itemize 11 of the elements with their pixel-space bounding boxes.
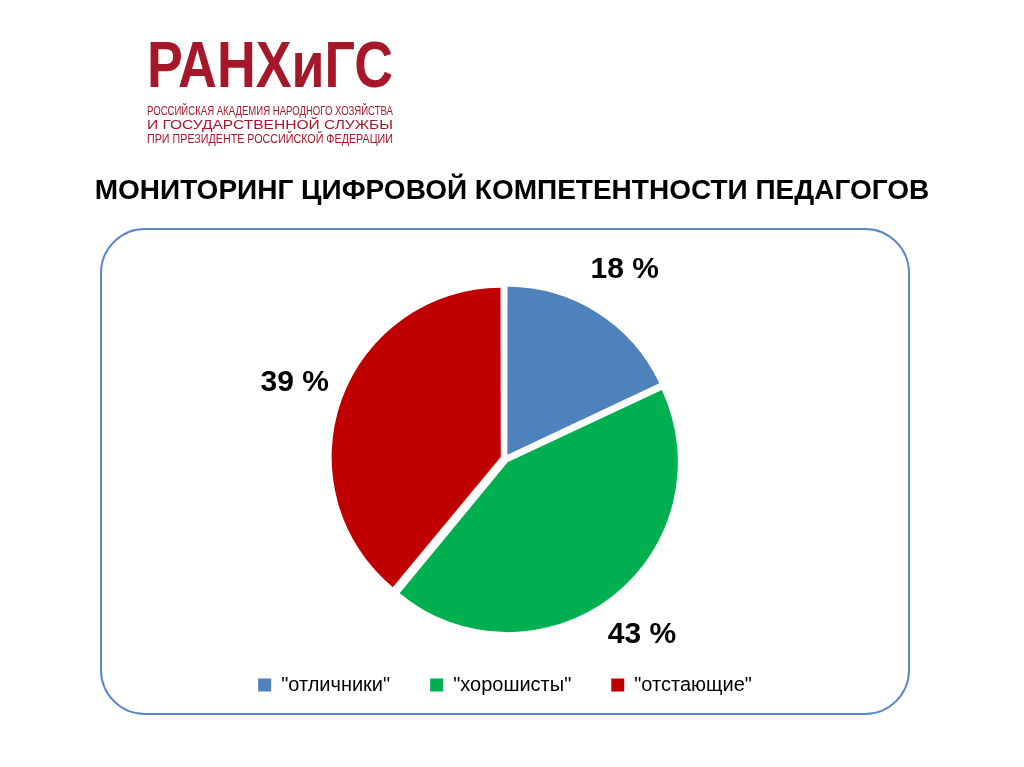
chart-title: МОНИТОРИНГ ЦИФРОВОЙ КОМПЕТЕНТНОСТИ ПЕДАГОГОВ bbox=[93, 174, 931, 206]
text: И ГОСУДАРСТВЕННОЙ СЛУЖБЫ bbox=[147, 118, 393, 132]
data-label: 18 % bbox=[590, 251, 659, 285]
data-label: 39 % bbox=[260, 364, 329, 398]
legend-label: "хорошисты" bbox=[453, 672, 572, 695]
legend-label: "отстающие" bbox=[634, 672, 752, 695]
text: ПРИ ПРЕЗИДЕНТЕ РОССИЙСКОЙ ФЕДЕРАЦИИ bbox=[147, 132, 393, 146]
legend-label: "отличники" bbox=[281, 672, 391, 695]
data-label: 43 % bbox=[607, 616, 677, 650]
text: РОССИЙСКАЯ АКАДЕМИЯ НАРОДНОГО ХОЗЯЙСТВА bbox=[147, 104, 393, 118]
text: РАНХиГС bbox=[147, 28, 393, 102]
